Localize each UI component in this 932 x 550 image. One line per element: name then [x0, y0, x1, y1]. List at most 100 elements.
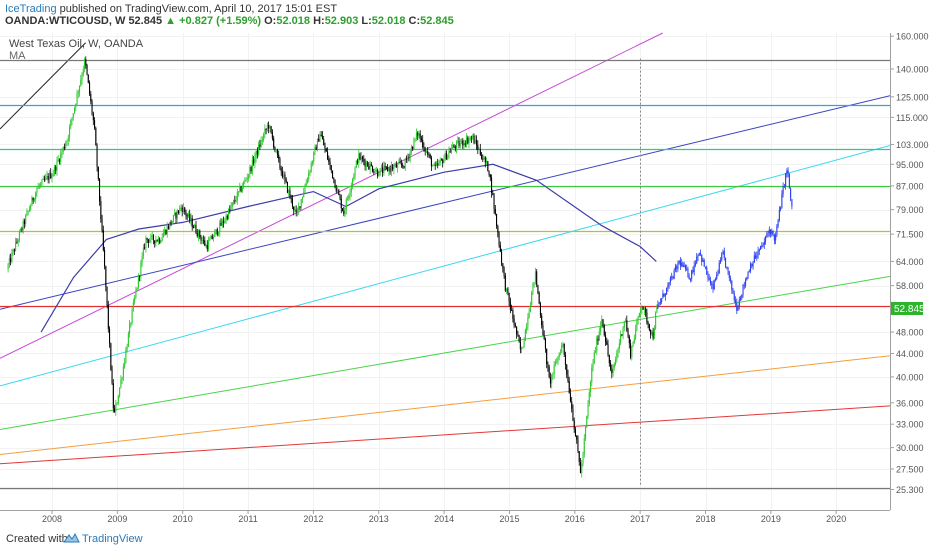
candle-body — [608, 355, 610, 364]
candle-body — [369, 164, 371, 170]
candle-body — [648, 324, 650, 331]
candle-body — [368, 166, 370, 170]
candle-body — [208, 240, 210, 250]
candle-body — [253, 159, 255, 164]
candle-body — [189, 213, 191, 221]
candle-body — [270, 126, 272, 133]
candle-body — [86, 65, 88, 75]
candle-body — [235, 200, 237, 202]
candle-body — [467, 137, 469, 144]
candle-body — [697, 255, 699, 257]
y-tick-label: 44.000 — [896, 349, 924, 359]
candle-body — [483, 157, 485, 160]
candle-body — [92, 113, 94, 121]
candle-body — [107, 305, 109, 329]
candle-body — [518, 335, 520, 342]
open-value: 52.018 — [276, 15, 311, 27]
trend-lines — [0, 32, 891, 465]
candle-body — [45, 177, 47, 180]
candle-body — [543, 335, 545, 339]
candle-body — [616, 353, 618, 360]
price-change: +0.827 (+1.59%) — [179, 15, 262, 27]
candle-body — [378, 175, 380, 177]
candle-body — [423, 147, 425, 149]
candle-body — [340, 198, 342, 209]
candle-body — [251, 159, 253, 172]
candle-body — [344, 209, 346, 214]
candle-body — [319, 135, 321, 142]
candle-body — [541, 315, 543, 326]
candle-body — [522, 346, 524, 349]
candle-body — [473, 135, 475, 144]
candle-body — [328, 159, 330, 162]
candle-body — [487, 161, 489, 172]
candle-body — [151, 235, 153, 237]
candle-body — [638, 313, 640, 317]
candle-body — [620, 334, 622, 344]
candle-body — [712, 284, 714, 289]
candle-body — [539, 303, 541, 316]
tradingview-brand[interactable]: TradingView — [82, 533, 143, 545]
candle-body — [159, 238, 161, 243]
candle-body — [785, 173, 787, 187]
candle-body — [385, 166, 387, 168]
y-axis-ticks[interactable]: 160.000 140.000 125.000 115.000 103.000 95.00… — [890, 32, 929, 495]
candle-body — [679, 260, 681, 266]
candle-body — [283, 174, 285, 178]
candle-body — [330, 165, 332, 171]
candle-body — [768, 229, 770, 233]
candle-body — [362, 156, 364, 159]
candle-body — [597, 338, 599, 341]
y-tick-label: 140.000 — [896, 65, 929, 75]
candle-body — [409, 151, 411, 158]
candle-body — [397, 164, 399, 168]
candle-body — [636, 320, 638, 330]
x-axis-ticks[interactable]: 2008 2009 2010 2011 2012 2013 2014 2015 2016 2017… — [42, 510, 846, 524]
candle-body — [304, 185, 306, 193]
candle-body — [245, 179, 247, 181]
candle-body — [171, 221, 173, 224]
candle-body — [468, 139, 470, 144]
candle-body — [488, 171, 490, 175]
candle-body — [600, 325, 602, 332]
candle-body — [528, 312, 530, 318]
candle-body — [259, 144, 261, 147]
candle-body — [448, 151, 450, 155]
candle-body — [274, 147, 276, 150]
candle-body — [542, 325, 544, 336]
candle-body — [116, 402, 118, 405]
candle-body — [626, 320, 628, 331]
candle-body — [775, 235, 777, 241]
candle-body — [450, 148, 452, 153]
candle-body — [374, 171, 376, 173]
candle-body — [592, 363, 594, 368]
candle-body — [672, 276, 674, 279]
candle-body — [321, 135, 323, 140]
candle-body — [370, 164, 372, 167]
candle-body — [241, 187, 243, 192]
candle-body — [85, 59, 87, 66]
x-tick-label: 2015 — [499, 514, 519, 524]
candle-body — [569, 393, 571, 402]
author-link[interactable]: IceTrading — [5, 3, 57, 15]
candle-body — [132, 302, 134, 310]
candle-body — [491, 177, 493, 193]
symbol-name[interactable]: OANDA:WTICOUSD, W — [5, 15, 126, 27]
candle-body — [360, 156, 362, 160]
candle-body — [593, 352, 595, 364]
candle-body — [32, 197, 34, 201]
candle-body — [11, 252, 13, 262]
tradingview-logo-icon[interactable] — [62, 531, 80, 545]
candle-body — [456, 141, 458, 149]
candle-body — [47, 176, 49, 180]
candle-body — [156, 240, 158, 242]
candle-body — [786, 170, 788, 174]
candle-body — [583, 438, 585, 455]
candle-body — [51, 175, 53, 179]
candle-body — [512, 310, 514, 319]
candle-body — [694, 263, 696, 266]
candle-body — [279, 158, 281, 168]
candle-body — [601, 319, 603, 326]
candle-body — [392, 166, 394, 170]
